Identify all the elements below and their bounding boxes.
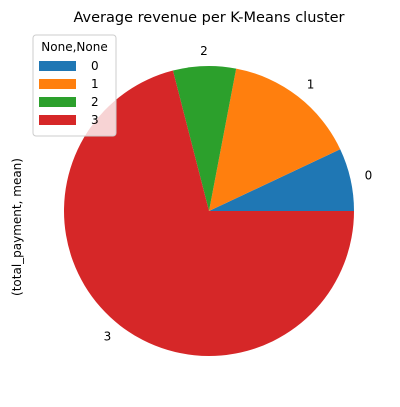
legend-swatch-1 (39, 79, 76, 89)
legend-label-3: 3 (91, 113, 99, 127)
pie-slice-2 (172, 66, 237, 211)
legend-swatch-3 (39, 115, 76, 125)
pie-slices (64, 66, 354, 357)
pie-slice-label-0: 0 (365, 169, 373, 183)
legend-title: None,None (41, 40, 107, 54)
pie-slice-label-1: 1 (307, 77, 315, 91)
pie-slice-labels: 0 1 2 3 (104, 44, 373, 343)
legend-items: 0 1 2 3 (39, 59, 99, 127)
legend-swatch-0 (39, 61, 76, 71)
y-axis-label: (total_payment, mean) (10, 158, 24, 296)
legend-swatch-2 (39, 97, 76, 107)
pie-slice-3 (64, 70, 354, 357)
pie-slice-label-2: 2 (200, 44, 208, 58)
legend: None,None 0 1 2 3 (32, 34, 117, 137)
pie-slice-1 (209, 68, 341, 211)
legend-label-1: 1 (91, 77, 99, 91)
pie-slice-label-3: 3 (104, 330, 112, 344)
pie-slice-0 (209, 149, 354, 211)
legend-label-2: 2 (91, 95, 99, 109)
legend-label-0: 0 (91, 59, 99, 73)
chart-title: Average revenue per K-Means cluster (73, 10, 344, 26)
